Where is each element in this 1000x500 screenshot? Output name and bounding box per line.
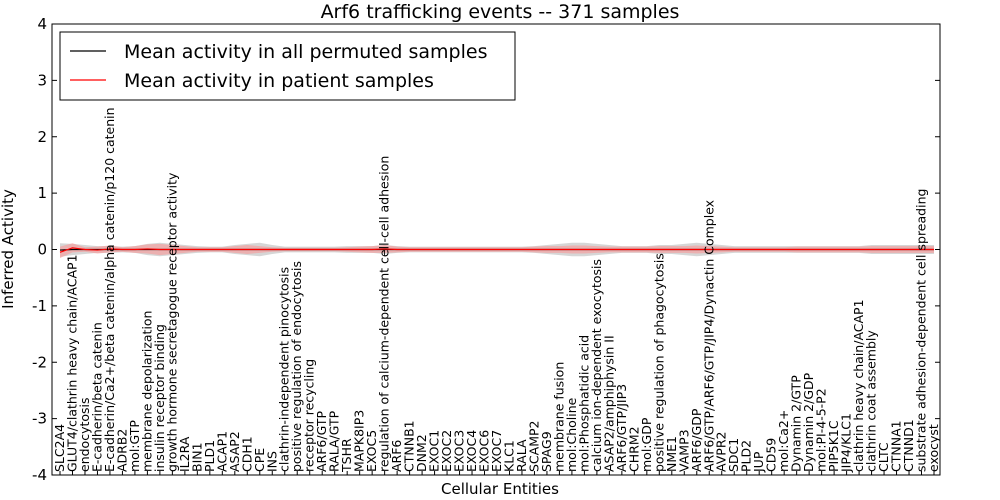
x-category-label: CLTC xyxy=(876,442,891,472)
x-category-label: growth hormone secretagogue receptor act… xyxy=(164,172,179,472)
x-category-label: SLC2A4 xyxy=(52,424,67,472)
x-category-label: ARF6/GTP xyxy=(314,411,329,472)
x-category-label: PIP5K1C xyxy=(826,420,841,472)
x-category-label: mol:GDP xyxy=(639,417,654,472)
series-line-patient xyxy=(59,247,934,253)
x-category-label: EXOC4 xyxy=(464,430,479,472)
x-category-label: membrane depolarization xyxy=(139,311,154,472)
x-category-label: mol:Ca2+ xyxy=(776,410,791,472)
x-category-label: CDH1 xyxy=(239,436,254,472)
legend: Mean activity in all permuted samples Me… xyxy=(59,31,516,101)
x-category-label: VAMP3 xyxy=(676,429,691,472)
x-category-label: JUP xyxy=(751,451,766,473)
x-category-label: RALA xyxy=(514,439,529,472)
x-category-label: INS xyxy=(264,451,279,472)
x-category-label: EXOC3 xyxy=(452,430,467,472)
x-category-label: ARF6/GTP/JIP3 xyxy=(614,384,629,472)
x-category-label: KLC1 xyxy=(501,440,516,472)
x-category-label: Dynamin 2/GTP xyxy=(789,375,804,472)
x-category-label: mol:Phosphatidic acid xyxy=(576,335,591,472)
x-category-label: MAPK8IP3 xyxy=(352,410,367,472)
x-category-label: SCAMP2 xyxy=(526,421,541,473)
y-axis-label: Inferred Activity xyxy=(0,189,17,309)
x-category-label: ASAP2/amphiphysin II xyxy=(601,335,616,472)
legend-label-permuted: Mean activity in all permuted samples xyxy=(124,41,487,63)
x-category-label: positive regulation of phagocytosis xyxy=(651,253,666,472)
x-category-label: CTNNA1 xyxy=(889,420,904,472)
x-category-label: DNM2 xyxy=(414,434,429,472)
x-category-label: substrate adhesion-dependent cell spread… xyxy=(914,189,929,472)
x-category-label: calcium ion-dependent exocytosis xyxy=(589,259,604,472)
x-category-label: exocyst xyxy=(926,424,941,472)
x-category-label: clathrin-independent pinocytosis xyxy=(277,267,292,472)
y-axis-ticks: -4 -3 -2 -1 0 1 2 3 4 xyxy=(32,15,940,484)
x-category-label: insulin receptor binding xyxy=(152,324,167,472)
x-category-label: Dynamin 2/GDP xyxy=(801,372,816,472)
x-category-label: CTNNB1 xyxy=(402,420,417,472)
x-category-label: PLD1 xyxy=(202,440,217,472)
x-category-label: CPE xyxy=(252,448,267,472)
x-category-label: IL2RA xyxy=(177,436,192,472)
x-category-label: endocytosis xyxy=(77,397,92,472)
x-category-label: GLUT4/clathrin heavy chain/ACAP1 xyxy=(64,254,79,472)
y-tick-label: -1 xyxy=(32,297,47,315)
x-category-label: EXOC2 xyxy=(439,430,454,472)
x-category-label: E-cadherin/Ca2+/beta catenin/alpha caten… xyxy=(102,107,117,472)
x-category-label: positive regulation of endocytosis xyxy=(289,261,304,472)
x-category-label: mol:PI-4-5-P2 xyxy=(814,388,829,472)
x-category-label: EXOC7 xyxy=(489,430,504,472)
x-category-label: JIP4/KLC1 xyxy=(839,413,854,473)
y-tick-label: -2 xyxy=(32,353,47,371)
series-lines xyxy=(59,247,934,253)
x-category-label: AVPR2 xyxy=(714,432,729,472)
x-category-label: clathrin coat assembly xyxy=(864,330,879,472)
x-category-label: CTNND1 xyxy=(901,419,916,472)
x-category-label: EXOC1 xyxy=(427,430,442,472)
x-category-label: ARF6/GTP/ARF6/GTP/JIP4/Dynactin Complex xyxy=(701,200,716,472)
x-category-label: ADRB2 xyxy=(114,429,129,472)
x-category-label: CD59 xyxy=(764,438,779,472)
x-category-label: BIN1 xyxy=(189,442,204,472)
y-tick-label: 4 xyxy=(37,15,47,33)
legend-label-patient: Mean activity in patient samples xyxy=(124,70,434,92)
x-category-label: ACAP1 xyxy=(214,431,229,472)
x-category-label: regulation of calcium-dependent cell-cel… xyxy=(377,156,392,472)
x-category-label: EXOC6 xyxy=(477,430,492,472)
plot-frame xyxy=(51,23,941,476)
chart-title: Arf6 trafficking events -- 371 samples xyxy=(321,1,680,23)
x-category-label: EXOC5 xyxy=(364,430,379,472)
x-category-label: mol:GTP xyxy=(127,420,142,472)
x-category-label: TSHR xyxy=(339,438,354,473)
x-category-label: ARF6/GDP xyxy=(689,408,704,472)
x-category-label: ASAP2 xyxy=(227,431,242,472)
y-tick-label: 3 xyxy=(37,71,47,89)
y-tick-label: -3 xyxy=(32,410,47,428)
x-axis-label: Cellular Entities xyxy=(441,480,559,498)
x-category-label: RALA/GTP xyxy=(327,410,342,472)
x-category-label: SDC1 xyxy=(726,438,741,472)
y-tick-label: -4 xyxy=(32,466,47,484)
x-category-label: CHRM2 xyxy=(626,426,641,472)
x-category-label: PLD2 xyxy=(739,440,754,472)
x-category-label: membrane fusion xyxy=(551,362,566,472)
y-tick-label: 2 xyxy=(37,128,47,146)
y-tick-label: 0 xyxy=(37,241,47,259)
y-tick-label: 1 xyxy=(37,184,47,202)
x-category-label: ARF6 xyxy=(389,440,404,472)
x-category-label: receptor recycling xyxy=(302,359,317,472)
x-category-label: mol:Choline xyxy=(564,397,579,472)
x-category-label: clathrin heavy chain/ACAP1 xyxy=(851,299,866,472)
confidence-bands xyxy=(60,242,934,258)
x-category-label: E-cadherin/beta catenin xyxy=(89,322,104,472)
x-category-label: NME1 xyxy=(664,436,679,472)
legend-box xyxy=(59,31,516,101)
band-patient xyxy=(60,243,934,258)
x-category-label: SPAG9 xyxy=(539,431,554,472)
